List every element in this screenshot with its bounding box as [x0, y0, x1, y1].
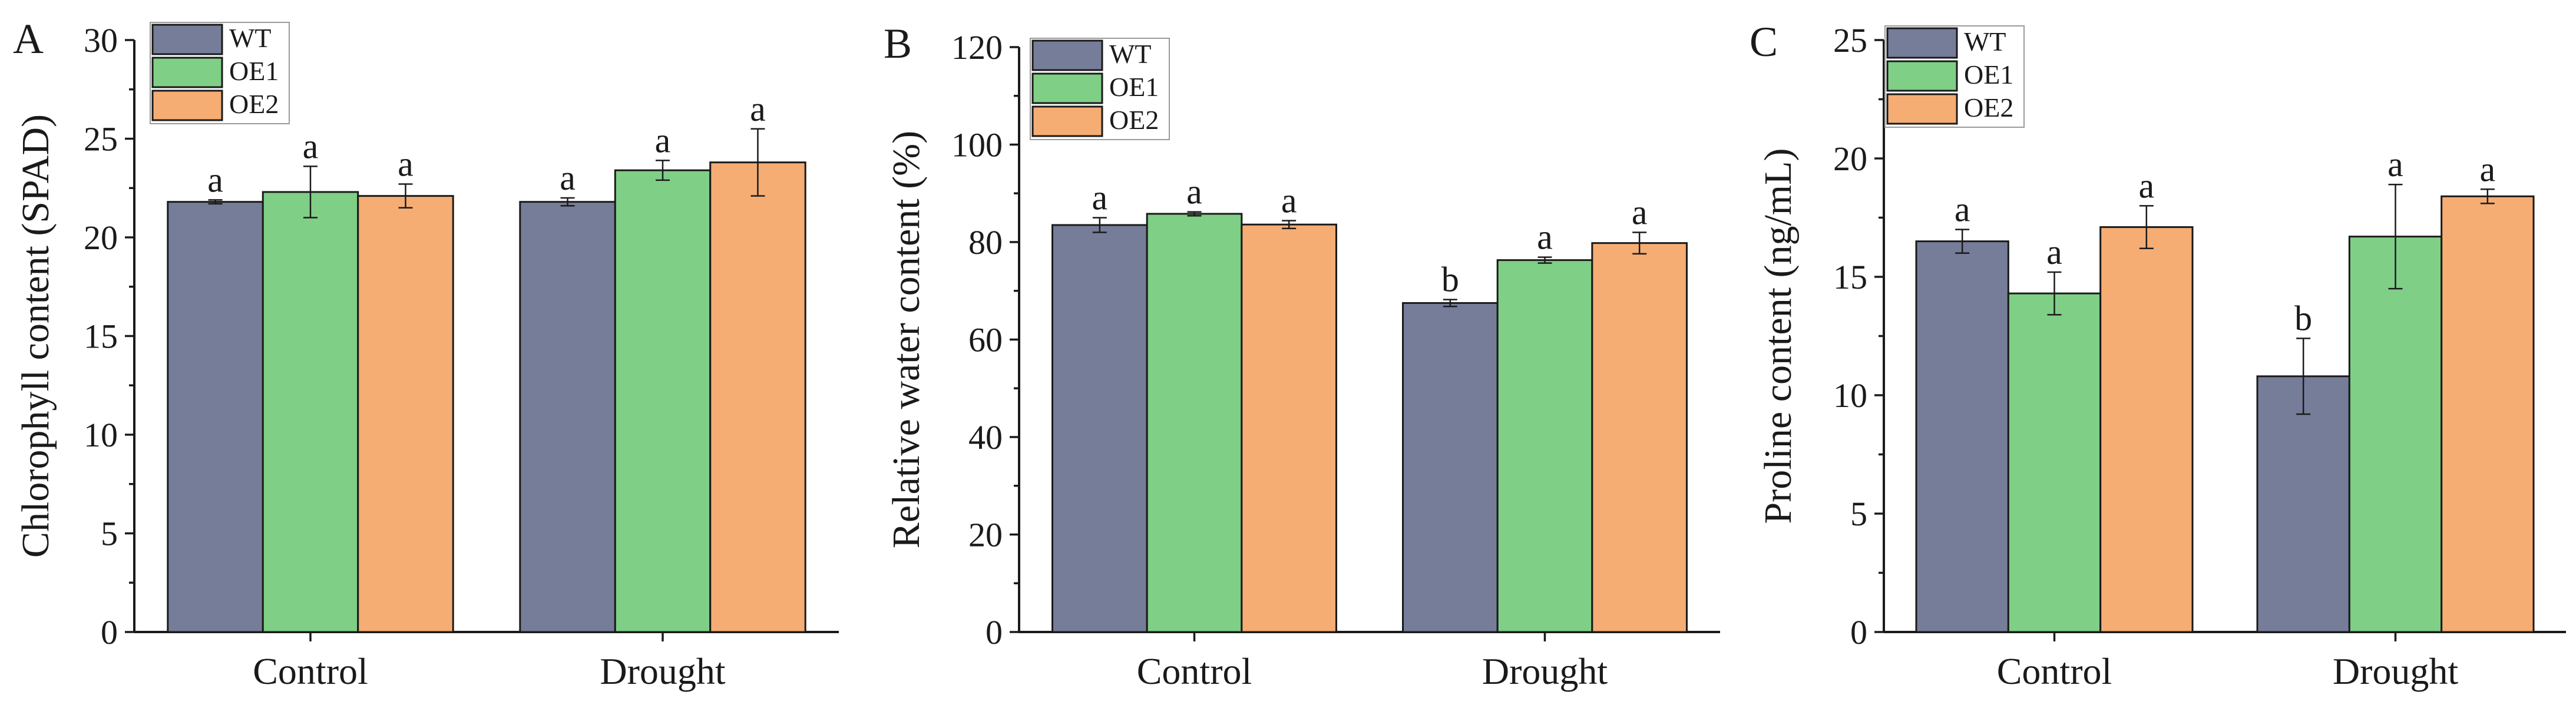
y-tick-label: 25 — [84, 120, 118, 158]
y-tick-label: 15 — [84, 317, 118, 356]
bar-wt — [2256, 375, 2350, 633]
bar-oe2 — [1241, 223, 1337, 633]
legend-swatch-oe1 — [151, 57, 223, 88]
y-tick-label: 20 — [968, 516, 1003, 554]
y-tick-label: 80 — [968, 223, 1003, 262]
panel-a: A 0 5 10 15 20 25 30 Chlorophyll content (SPAD) C… — [13, 15, 839, 692]
y-tick-label: 120 — [951, 28, 1003, 67]
legend-swatch-wt — [1886, 27, 1958, 59]
y-tick-label: 0 — [101, 613, 118, 651]
y-tick-label: 10 — [1833, 376, 1867, 415]
significance-label: a — [1955, 190, 1970, 229]
significance-label: a — [2480, 150, 2496, 188]
bar-oe2 — [709, 161, 806, 633]
legend-swatch-wt — [151, 24, 223, 55]
significance-label: a — [1281, 181, 1297, 220]
significance-label: a — [2139, 166, 2155, 205]
x-tick-label: Control — [1997, 650, 2112, 692]
y-axis-title: Chlorophyll content (SPAD) — [14, 114, 57, 558]
y-tick-label: 5 — [101, 515, 118, 553]
significance-label: a — [303, 127, 319, 166]
bar-oe1 — [2007, 292, 2102, 633]
significance-label: a — [2387, 145, 2403, 184]
y-tick-label: 5 — [1850, 495, 1867, 533]
legend-label: WT — [1109, 39, 1152, 69]
legend-swatch-oe2 — [151, 90, 223, 121]
y-tick-label: 0 — [1850, 613, 1867, 651]
x-tick-label: Drought — [1482, 650, 1608, 692]
legend-swatch-oe2 — [1886, 93, 1958, 125]
panel-letter: C — [1750, 18, 1778, 65]
legend-label: OE1 — [1964, 59, 2013, 90]
y-axis-title: Proline content (ng/mL) — [1757, 148, 1800, 524]
legend-swatch-oe1 — [1886, 60, 1958, 92]
panel-b: B 0 20 40 60 80 100 120 Relative water content (… — [884, 20, 1720, 692]
bar-oe2 — [1591, 242, 1688, 633]
bar-oe2 — [2441, 195, 2535, 633]
bar-oe1 — [1146, 213, 1243, 633]
y-tick-label: 60 — [968, 321, 1003, 359]
legend-label: OE1 — [229, 56, 279, 86]
x-tick-label: Control — [253, 650, 368, 692]
bar-wt — [1051, 224, 1148, 633]
y-tick-label: 10 — [84, 416, 118, 454]
significance-label: a — [398, 145, 414, 184]
legend-label: OE2 — [1964, 92, 2013, 123]
significance-label: b — [1441, 260, 1459, 299]
significance-label: a — [1092, 178, 1108, 217]
bar-oe2 — [2099, 226, 2194, 633]
significance-label: a — [750, 90, 766, 128]
significance-label: a — [207, 160, 223, 199]
legend-label: WT — [1964, 27, 2006, 57]
x-tick-label: Control — [1137, 650, 1252, 692]
y-tick-label: 0 — [986, 613, 1003, 651]
legend-swatch-oe1 — [1031, 72, 1103, 104]
y-tick-label: 30 — [84, 21, 118, 59]
bar-oe1 — [262, 191, 359, 633]
y-tick-label: 25 — [1833, 21, 1867, 59]
y-tick-label: 40 — [968, 418, 1003, 456]
significance-label: a — [1186, 173, 1202, 211]
significance-label: a — [1537, 218, 1553, 257]
significance-label: b — [2294, 299, 2312, 338]
bar-wt — [519, 201, 616, 633]
y-tick-label: 20 — [1833, 140, 1867, 178]
significance-label: a — [655, 121, 671, 160]
legend-label: OE2 — [229, 89, 279, 119]
legend-label: WT — [229, 23, 272, 53]
legend-label: OE1 — [1109, 72, 1159, 102]
legend-swatch-oe2 — [1031, 105, 1103, 137]
bar-oe1 — [2348, 236, 2443, 633]
bar-oe2 — [357, 195, 454, 633]
bar-wt — [1915, 240, 2009, 633]
y-tick-label: 20 — [84, 219, 118, 257]
bar-oe1 — [614, 169, 712, 633]
significance-label: a — [1632, 193, 1648, 231]
legend-swatch-wt — [1031, 39, 1103, 71]
y-tick-label: 15 — [1833, 258, 1867, 296]
panel-letter: A — [13, 15, 44, 62]
panel-letter: B — [884, 20, 912, 67]
y-axis-title: Relative water content (%) — [885, 131, 928, 548]
legend-label: OE2 — [1109, 105, 1159, 135]
x-tick-label: Drought — [2333, 650, 2459, 692]
bar-wt — [167, 201, 264, 633]
bar-wt — [1402, 302, 1499, 633]
panel-c: C 0 5 10 15 20 25 Proline content (ng/mL) Contro… — [1750, 18, 2566, 692]
x-tick-label: Drought — [600, 650, 726, 692]
y-tick-label: 100 — [951, 126, 1003, 164]
bar-oe1 — [1496, 259, 1593, 633]
significance-label: a — [560, 158, 576, 197]
significance-label: a — [2046, 233, 2062, 272]
